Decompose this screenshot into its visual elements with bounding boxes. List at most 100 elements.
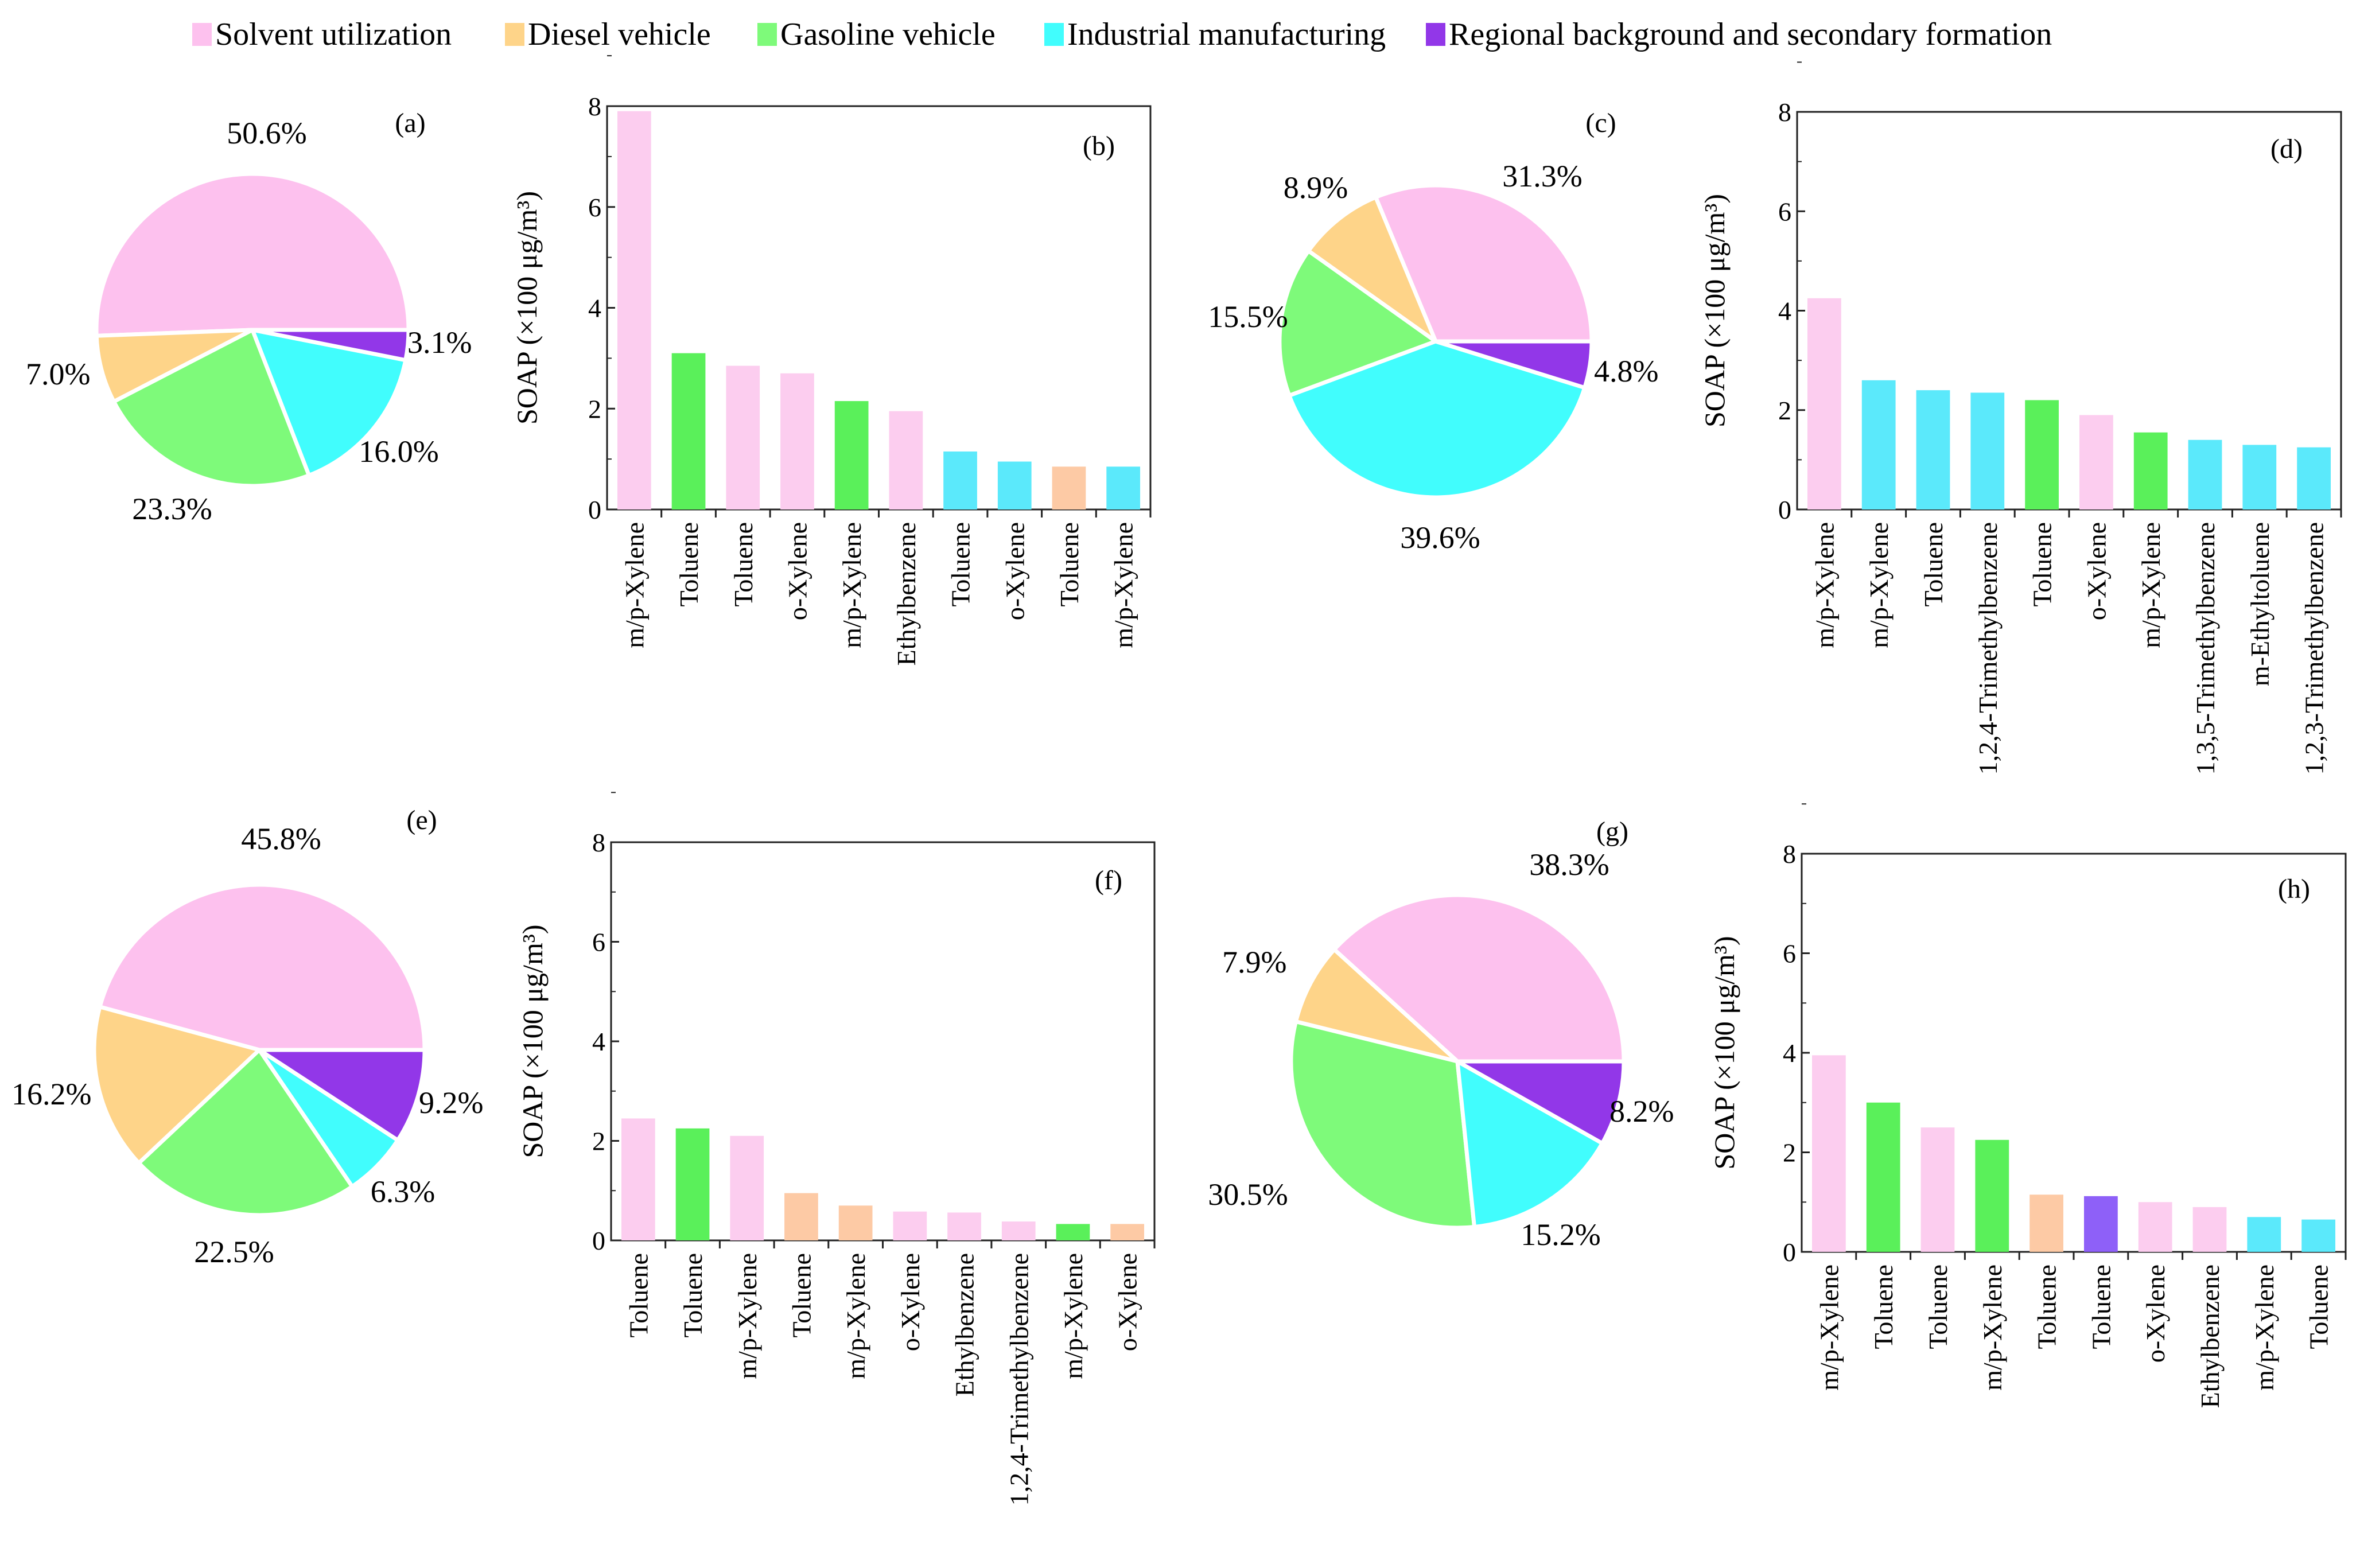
x-category-label: m/p-Xylene (1864, 522, 1894, 648)
pie-slice-solvent-utilization (98, 882, 427, 1052)
pie-slice-gasoline-vehicle (1277, 248, 1438, 398)
bar-toluene (675, 1128, 710, 1240)
x-category-label: o-Xylene (1113, 1253, 1142, 1351)
bar-toluene (1052, 466, 1086, 509)
legend-item-diesel-vehicle: Diesel vehicle (505, 17, 711, 52)
pie-slice-solvent-utilization (1332, 893, 1626, 1064)
y-tick-label: 2 (1783, 1138, 1796, 1168)
bar-m-p-xylene (2247, 1217, 2281, 1252)
bar-m-p-xylene (838, 1205, 873, 1240)
x-category-label: o-Xylene (783, 522, 812, 620)
y-tick-label: 0 (592, 1226, 605, 1255)
bar-toluene (621, 1118, 655, 1240)
bar-m-p-xylene (1975, 1139, 2009, 1252)
legend-item-industrial-manufacturing: Industrial manufacturing (1044, 17, 1386, 52)
bar-m-p-xylene (1861, 380, 1896, 509)
pie-slice-gasoline-vehicle (1289, 1020, 1477, 1230)
bar-toluene (671, 353, 706, 509)
bar-1-3-5-trimethylbenzene (2188, 439, 2222, 509)
y-axis-label: SOAP (×100 μg/m³) (1708, 936, 1740, 1169)
pie-chart-c: 31.3% 8.9% 15.5% 39.6% 4.8% (c) (1208, 108, 1658, 555)
x-category-label: o-Xylene (1000, 522, 1029, 620)
bar-toluene (1866, 1102, 1900, 1252)
legend-label: Industrial manufacturing (1067, 17, 1386, 52)
pie-percent-label: 8.9% (1284, 170, 1348, 205)
x-category-label: m/p-Xylene (733, 1253, 762, 1379)
bar-1-2-4-trimethylbenzene (1001, 1221, 1036, 1240)
bar-m-p-xylene (617, 111, 651, 510)
bar-m-p-xylene (2133, 432, 2168, 509)
bar-o-xylene (997, 461, 1032, 509)
bar-m-p-xylene (1807, 298, 1841, 509)
bar-chart-f: 0 2 4 6 8 SOAP (×100 μg/m³) Toluene Toluene m/p-… (516, 792, 1156, 1505)
bar-1-2-4-trimethylbenzene (1970, 392, 2005, 509)
x-category-label: Toluene (2032, 1264, 2062, 1349)
y-tick-label: 4 (592, 1027, 605, 1056)
pie-percent-label: 23.3% (132, 492, 212, 526)
x-category-label: Toluene (1055, 522, 1084, 607)
panel-tag: (d) (2270, 134, 2303, 164)
pie-percent-label: 3.1% (407, 325, 472, 360)
legend-item-regional-background-and-secondary-formation: Regional background and secondary format… (1426, 17, 2052, 52)
bar-m-ethyltoluene (2242, 445, 2277, 509)
x-category-label: m/p-Xylene (837, 522, 866, 648)
pie-percent-label: 45.8% (241, 822, 321, 856)
x-category-label: m-Ethyltoluene (2245, 522, 2275, 686)
bar-m-p-xylene (834, 401, 869, 509)
bar-toluene (2029, 1195, 2063, 1252)
panel-tag: (g) (1596, 816, 1628, 847)
x-category-label: m/p-Xylene (2136, 522, 2165, 648)
x-category-label: 1,3,5-Trimethylbenzene (2191, 522, 2220, 775)
x-category-label: Toluene (624, 1253, 653, 1338)
bar-toluene (1916, 390, 1950, 509)
x-category-label: m/p-Xylene (1814, 1264, 1844, 1391)
pie-chart-a: 50.6% 7.0% 23.3% 16.0% 3.1% (a) (26, 108, 472, 526)
legend-swatch (757, 23, 777, 46)
y-tick-label: 8 (1783, 839, 1796, 869)
x-category-label: 1,2,4-Trimethylbenzene (1973, 522, 2003, 775)
legend-swatch (192, 23, 212, 46)
x-category-label: Toluene (2028, 522, 2057, 607)
pie-percent-label: 30.5% (1208, 1177, 1288, 1212)
x-category-label: m/p-Xylene (841, 1253, 870, 1379)
pie-slice-solvent-utilization (94, 172, 411, 338)
x-category-label: 1,2,3-Trimethylbenzene (2300, 522, 2329, 775)
bar-o-xylene (2138, 1202, 2172, 1252)
bar-ethylbenzene (889, 411, 923, 509)
y-tick-label: 6 (588, 193, 601, 222)
pie-percent-label: 31.3% (1502, 159, 1582, 193)
pie-slice-regional-background-and-secondary-formation (250, 328, 411, 363)
pie-slice-regional-background-and-secondary-formation (1455, 1059, 1626, 1146)
bar-o-xylene (2079, 415, 2113, 509)
panel-tag: (h) (2278, 874, 2310, 904)
y-tick-label: 4 (1783, 1038, 1796, 1068)
y-tick-label: 2 (592, 1127, 605, 1156)
bar-o-xylene (893, 1211, 927, 1240)
pie-chart-e: 45.8% 16.2% 22.5% 6.3% 9.2% (e) (11, 805, 483, 1269)
pie-slice-diesel-vehicle (1293, 947, 1460, 1064)
y-tick-label: 2 (1778, 396, 1791, 425)
x-category-label: m/p-Xylene (1059, 1253, 1088, 1379)
bar-toluene (2084, 1196, 2118, 1252)
y-tick-label: 2 (588, 394, 601, 423)
pie-percent-label: 39.6% (1400, 520, 1480, 555)
y-tick-label: 0 (1778, 495, 1791, 524)
bar-o-xylene (1110, 1224, 1145, 1240)
x-category-label: Ethylbenzene (2195, 1264, 2225, 1408)
y-tick-label: 6 (1783, 939, 1796, 968)
pie-percent-label: 7.9% (1222, 945, 1286, 979)
bar-m-p-xylene (730, 1135, 764, 1240)
pie-percent-label: 7.0% (26, 357, 90, 391)
pie-slice-diesel-vehicle (92, 1005, 262, 1165)
x-category-label: Toluene (1869, 1264, 1898, 1349)
pie-chart-g: 38.3% 7.9% 30.5% 15.2% 8.2% (g) (1208, 816, 1674, 1252)
bar-chart-d: 0 2 4 6 8 SOAP (×100 μg/m³) m/p-Xylene m/p-Xyle… (1698, 61, 2342, 775)
pie-slice-regional-background-and-secondary-formation (1433, 339, 1594, 390)
pie-percent-label: 9.2% (419, 1085, 483, 1120)
pie-slice-industrial-manufacturing (1455, 1059, 1604, 1229)
bar-1-2-3-trimethylbenzene (2297, 447, 2331, 509)
pie-percent-label: 16.0% (359, 434, 438, 469)
bar-toluene (784, 1193, 818, 1240)
x-category-label: o-Xylene (2141, 1264, 2170, 1363)
